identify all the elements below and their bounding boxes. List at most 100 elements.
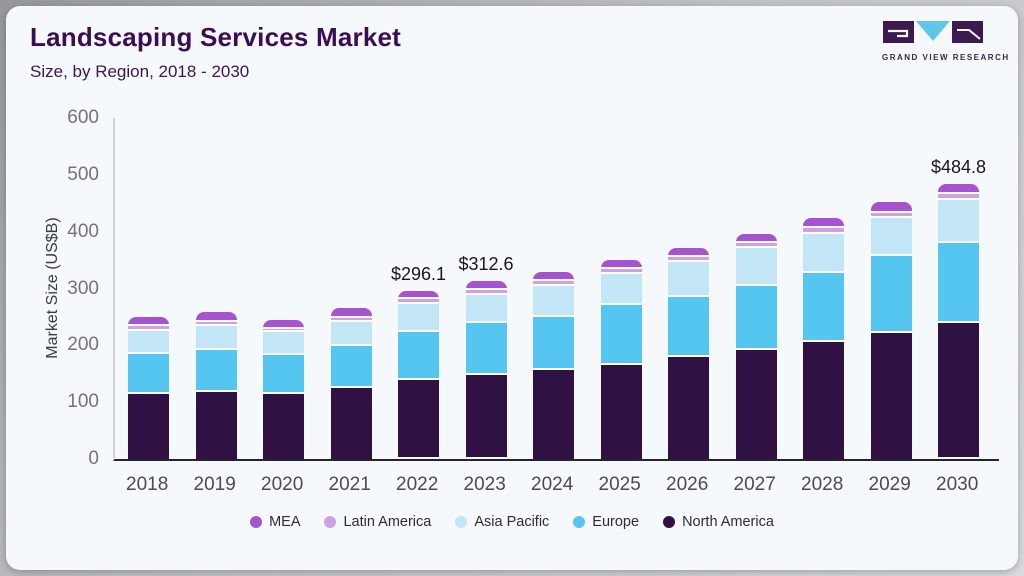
legend-item-north-america[interactable]: North America [663, 514, 774, 530]
bar-2024-segment-europe[interactable] [533, 316, 574, 370]
bar-2028-segment-asia-pacific[interactable] [803, 233, 844, 273]
bar-2025-segment-latin-america[interactable] [600, 268, 642, 274]
bar-2020-segment-north-america[interactable] [263, 394, 304, 459]
bar-2019[interactable] [195, 311, 237, 459]
bar-2023[interactable]: $312.6 [458, 254, 514, 459]
bar-2026-segment-asia-pacific[interactable] [668, 261, 709, 297]
bar-2018-segment-latin-america[interactable] [128, 326, 169, 331]
bar-2027-segment-mea[interactable] [735, 233, 777, 244]
bar-2025[interactable] [600, 259, 642, 459]
bar-2030-segment-latin-america[interactable] [938, 194, 979, 201]
legend-item-asia-pacific[interactable]: Asia Pacific [455, 514, 549, 530]
bar-2021-segment-mea[interactable] [330, 307, 372, 318]
y-tick-300: 300 [67, 277, 99, 299]
bar-2022-segment-mea[interactable] [398, 290, 439, 300]
legend-item-latin-america[interactable]: Latin America [324, 514, 431, 530]
bar-2024-segment-north-america[interactable] [533, 369, 574, 459]
legend-label-europe: Europe [592, 514, 640, 530]
bar-2027-segment-north-america[interactable] [735, 350, 777, 459]
bar-2026-segment-latin-america[interactable] [668, 256, 709, 262]
bar-2024-segment-asia-pacific[interactable] [533, 285, 574, 317]
bar-2022-segment-asia-pacific[interactable] [398, 303, 439, 332]
bar-2022[interactable]: $296.1 [391, 264, 446, 459]
bar-2022-segment-latin-america[interactable] [398, 299, 439, 304]
bar-2029-segment-north-america[interactable] [870, 333, 912, 459]
bar-2018-segment-europe[interactable] [128, 353, 169, 394]
bar-2029[interactable] [870, 201, 912, 459]
legend-item-mea[interactable]: MEA [250, 514, 300, 530]
bar-2019-segment-latin-america[interactable] [195, 321, 237, 327]
bar-2028-segment-latin-america[interactable] [803, 228, 844, 234]
bar-2024-segment-mea[interactable] [533, 271, 574, 281]
bar-2027-segment-asia-pacific[interactable] [735, 247, 777, 286]
bar-2024[interactable] [533, 271, 574, 459]
bar-2019-segment-asia-pacific[interactable] [195, 326, 237, 351]
bar-2018-segment-mea[interactable] [128, 317, 169, 327]
y-tick-100: 100 [67, 391, 99, 413]
bar-2020-segment-latin-america[interactable] [263, 328, 304, 333]
bar-2029-segment-asia-pacific[interactable] [870, 218, 912, 257]
bar-2027-segment-latin-america[interactable] [735, 243, 777, 248]
bar-2019-segment-europe[interactable] [195, 350, 237, 392]
y-axis-ticks: 0 100 200 300 400 500 600 [6, 107, 99, 469]
bar-2021-segment-europe[interactable] [330, 345, 372, 388]
bar-2018-segment-asia-pacific[interactable] [128, 330, 169, 354]
bar-2030-segment-europe[interactable] [938, 243, 979, 323]
bar-2021-segment-latin-america[interactable] [330, 317, 372, 322]
bar-2030-segment-asia-pacific[interactable] [938, 200, 979, 244]
bar-2028-segment-mea[interactable] [803, 217, 844, 228]
y-tick-0: 0 [88, 448, 99, 469]
x-axis-labels: 2018 2019 2020 2021 2022 2023 2024 2025 2026 2027… [126, 474, 978, 496]
chart-subtitle: Size, by Region, 2018 - 2030 [30, 62, 250, 81]
bar-2025-segment-north-america[interactable] [600, 364, 642, 459]
bar-2021-segment-asia-pacific[interactable] [330, 321, 372, 346]
bar-2028[interactable] [803, 217, 844, 459]
legend-label-mea: MEA [269, 514, 301, 530]
bar-2029-segment-europe[interactable] [870, 256, 912, 334]
bar-2030[interactable]: $484.8 [931, 157, 986, 459]
legend-item-europe[interactable]: Europe [573, 514, 639, 530]
legend-label-asia-pacific: Asia Pacific [474, 514, 550, 530]
bar-2023-segment-asia-pacific[interactable] [465, 295, 507, 324]
bar-2023-segment-latin-america[interactable] [465, 290, 507, 296]
bar-2026-segment-mea[interactable] [668, 247, 709, 257]
bar-2020-segment-asia-pacific[interactable] [263, 332, 304, 355]
bar-2022-segment-europe[interactable] [398, 332, 439, 381]
bar-2026-segment-europe[interactable] [668, 296, 709, 358]
bar-2025-segment-mea[interactable] [600, 259, 642, 269]
gvr-logo-text: GRAND VIEW RESEARCH [882, 53, 1010, 62]
chart-card: Landscaping Services Market Size, by Reg… [6, 6, 1018, 570]
bar-2027[interactable] [735, 233, 777, 459]
legend-dot-north-america [663, 516, 676, 528]
x-label-2029: 2029 [868, 474, 911, 495]
bar-2023-segment-europe[interactable] [465, 323, 507, 376]
bar-2018[interactable] [128, 317, 169, 459]
x-label-2018: 2018 [126, 474, 169, 495]
y-tick-500: 500 [67, 163, 99, 185]
bar-2027-segment-europe[interactable] [735, 285, 777, 351]
x-label-2022: 2022 [396, 474, 439, 495]
bar-2020-segment-europe[interactable] [263, 354, 304, 395]
bar-2026-segment-north-america[interactable] [668, 357, 709, 459]
bar-2019-segment-north-america[interactable] [195, 391, 237, 459]
bar-2030-segment-mea[interactable] [938, 183, 979, 195]
bar-2022-segment-north-america[interactable] [398, 380, 439, 459]
bar-2018-segment-north-america[interactable] [128, 393, 169, 459]
bar-2019-segment-mea[interactable] [195, 311, 237, 322]
bar-2023-segment-mea[interactable] [465, 281, 507, 291]
bar-2020[interactable] [263, 319, 304, 459]
bar-2023-segment-north-america[interactable] [465, 375, 507, 459]
legend-label-north-america: North America [682, 514, 774, 530]
bar-2021-segment-north-america[interactable] [330, 387, 372, 459]
bar-2021[interactable] [330, 307, 372, 459]
bar-2029-segment-mea[interactable] [870, 201, 912, 214]
bar-2026[interactable] [668, 247, 709, 459]
bar-2029-segment-latin-america[interactable] [870, 213, 912, 219]
bar-2020-segment-mea[interactable] [263, 319, 304, 329]
bar-2028-segment-north-america[interactable] [803, 342, 844, 459]
bar-2028-segment-europe[interactable] [803, 272, 844, 343]
bar-2030-segment-north-america[interactable] [938, 322, 979, 459]
bar-2025-segment-europe[interactable] [600, 305, 642, 365]
bar-2024-segment-latin-america[interactable] [533, 280, 574, 286]
bar-2025-segment-asia-pacific[interactable] [600, 273, 642, 306]
